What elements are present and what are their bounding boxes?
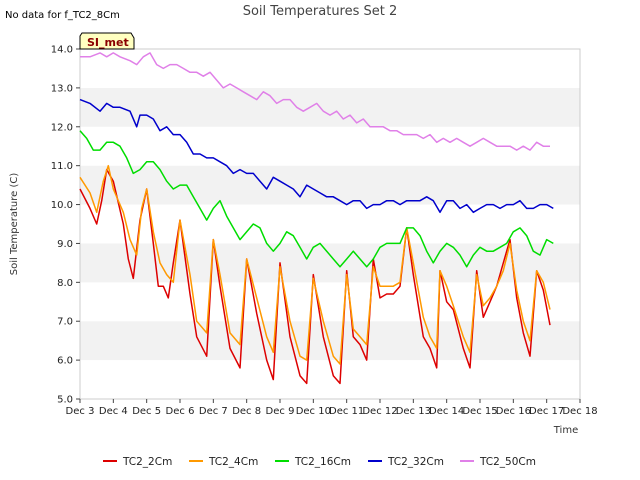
x-tick-label: Dec 17 bbox=[529, 406, 564, 417]
grid-band bbox=[80, 360, 580, 399]
x-axis-ticks: Dec 3 Dec 4 Dec 5 Dec 6 Dec 7 Dec 8 Dec 9 Dec 1… bbox=[66, 399, 598, 417]
legend: TC2_2Cm TC2_4Cm TC2_16Cm TC2_32Cm TC2_50Cm bbox=[103, 456, 536, 468]
series-lines bbox=[79, 52, 554, 385]
chart-title: Soil Temperatures Set 2 bbox=[243, 4, 398, 19]
series-line-tc2-50cm bbox=[80, 52, 550, 151]
series-line-tc2-4cm bbox=[79, 164, 551, 365]
x-tick-label: Dec 12 bbox=[362, 406, 397, 417]
x-tick-label: Dec 13 bbox=[396, 406, 431, 417]
grid-band bbox=[80, 321, 580, 361]
plot-frame bbox=[79, 48, 581, 400]
x-tick-label: Dec 6 bbox=[166, 406, 195, 417]
legend-label: TC2_16Cm bbox=[294, 456, 351, 468]
legend-item: TC2_4Cm bbox=[189, 456, 258, 468]
x-tick-label: Dec 5 bbox=[132, 406, 161, 417]
legend-item: TC2_50Cm bbox=[460, 456, 536, 468]
series-line-tc2-32cm bbox=[79, 98, 554, 214]
y-tick-label: 5.0 bbox=[57, 395, 73, 406]
grid-band bbox=[80, 282, 580, 322]
x-tick-label: Dec 3 bbox=[66, 406, 95, 417]
y-tick-label: 13.0 bbox=[51, 83, 73, 94]
y-axis-ticks: 5.0 6.0 7.0 8.0 9.0 10.0 11.0 12.0 13.0 14.0 bbox=[51, 45, 80, 406]
x-tick-label: Dec 10 bbox=[296, 406, 331, 417]
x-tick-label: Dec 8 bbox=[232, 406, 261, 417]
grid-band bbox=[80, 165, 580, 205]
y-tick-label: 10.0 bbox=[51, 200, 73, 211]
x-axis-title: Time bbox=[553, 425, 578, 436]
legend-label: TC2_4Cm bbox=[208, 456, 258, 468]
y-tick-label: 11.0 bbox=[51, 161, 73, 172]
legend-item: TC2_32Cm bbox=[368, 456, 444, 468]
grid-band bbox=[80, 49, 580, 88]
x-tick-label: Dec 7 bbox=[199, 406, 228, 417]
x-tick-label: Dec 11 bbox=[329, 406, 364, 417]
series-line-tc2-16cm bbox=[79, 130, 554, 268]
x-tick-label: Dec 15 bbox=[462, 406, 497, 417]
series-line-tc2-2cm bbox=[79, 168, 551, 385]
y-tick-label: 7.0 bbox=[57, 317, 73, 328]
legend-label: TC2_2Cm bbox=[122, 456, 172, 468]
y-tick-label: 9.0 bbox=[57, 239, 73, 250]
grid-band bbox=[80, 87, 580, 127]
y-tick-label: 6.0 bbox=[57, 356, 73, 367]
x-tick-label: Dec 14 bbox=[429, 406, 464, 417]
grid-band bbox=[80, 204, 580, 244]
site-label-box: SI_met bbox=[79, 32, 135, 50]
y-tick-label: 12.0 bbox=[51, 122, 73, 133]
legend-item: TC2_16Cm bbox=[275, 456, 351, 468]
no-data-note: No data for f_TC2_8Cm bbox=[5, 10, 120, 21]
x-tick-label: Dec 16 bbox=[496, 406, 531, 417]
legend-item: TC2_2Cm bbox=[103, 456, 172, 468]
site-label: SI_met bbox=[87, 36, 129, 49]
x-tick-label: Dec 4 bbox=[99, 406, 128, 417]
x-tick-label: Dec 9 bbox=[266, 406, 295, 417]
y-axis-title: Soil Temperature (C) bbox=[9, 173, 20, 276]
x-tick-label: Dec 18 bbox=[562, 406, 597, 417]
y-tick-label: 8.0 bbox=[57, 278, 73, 289]
legend-label: TC2_50Cm bbox=[479, 456, 536, 468]
y-tick-label: 14.0 bbox=[51, 45, 73, 56]
legend-label: TC2_32Cm bbox=[387, 456, 444, 468]
